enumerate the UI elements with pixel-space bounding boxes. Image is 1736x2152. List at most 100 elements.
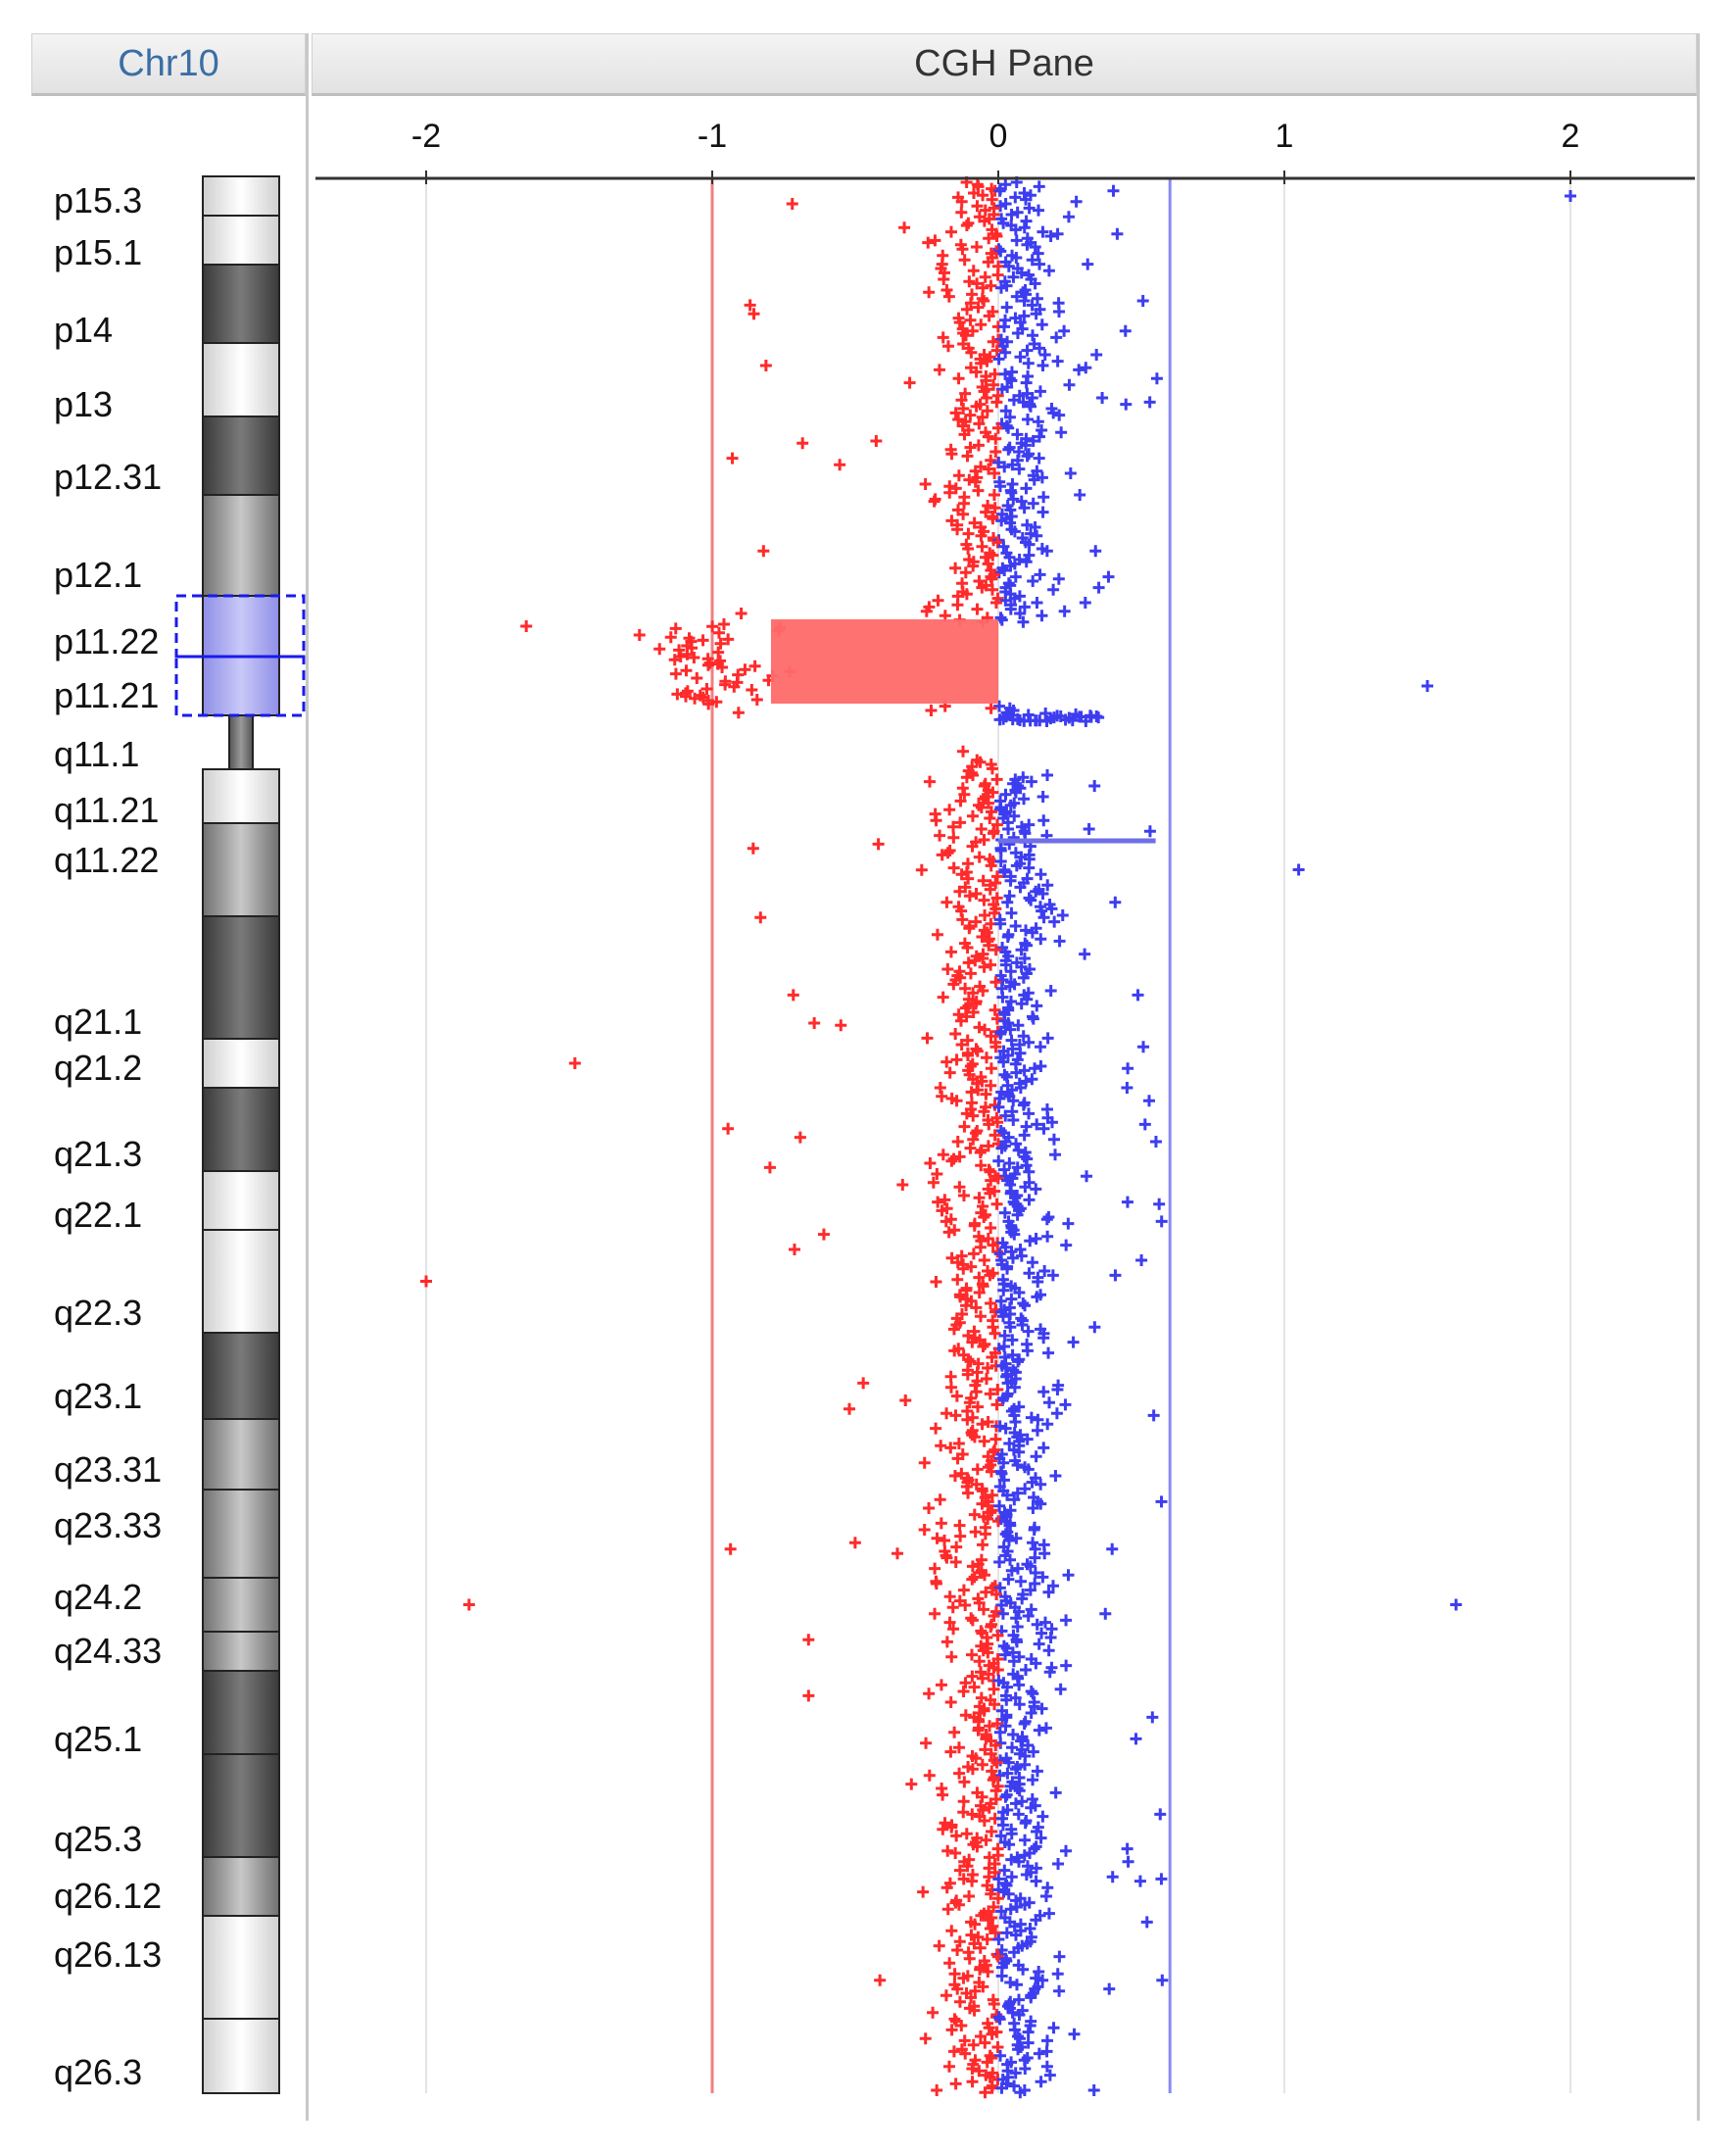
data-point bbox=[1019, 1181, 1032, 1194]
data-point bbox=[1006, 1334, 1019, 1346]
data-point bbox=[1003, 372, 1016, 385]
data-point bbox=[1120, 398, 1133, 411]
data-point bbox=[1041, 1230, 1054, 1243]
data-point bbox=[949, 407, 962, 419]
data-point bbox=[972, 1724, 985, 1736]
data-point bbox=[1002, 421, 1015, 434]
data-point bbox=[929, 1607, 941, 1620]
data-point bbox=[990, 230, 1003, 242]
data-point bbox=[1089, 545, 1102, 558]
data-point bbox=[1010, 252, 1023, 264]
data-point bbox=[978, 834, 990, 846]
data-point bbox=[948, 1470, 961, 1482]
data-point bbox=[970, 1752, 983, 1765]
data-point bbox=[1030, 1875, 1042, 1887]
data-point bbox=[1081, 1170, 1093, 1183]
data-point bbox=[974, 1310, 987, 1323]
band-label: q22.3 bbox=[54, 1293, 142, 1333]
data-point bbox=[1031, 529, 1043, 542]
data-point bbox=[669, 667, 682, 680]
data-point bbox=[1090, 349, 1103, 361]
data-point bbox=[1021, 414, 1034, 425]
data-point bbox=[1010, 1929, 1022, 1941]
data-point bbox=[943, 1957, 956, 1970]
data-point bbox=[966, 1614, 979, 1627]
data-point bbox=[1062, 1217, 1075, 1230]
data-point bbox=[950, 1053, 963, 1066]
data-point bbox=[1040, 2060, 1053, 2073]
data-point bbox=[984, 1720, 996, 1733]
data-point bbox=[993, 184, 1006, 197]
data-point bbox=[1015, 998, 1028, 1010]
data-point bbox=[1004, 1519, 1017, 1532]
data-point bbox=[922, 236, 935, 249]
data-point bbox=[1053, 935, 1066, 948]
data-point bbox=[1000, 301, 1013, 314]
data-point bbox=[979, 1528, 991, 1541]
data-point bbox=[1018, 793, 1031, 806]
chr-header[interactable]: Chr10 bbox=[31, 33, 306, 96]
data-point bbox=[964, 314, 977, 326]
data-point bbox=[993, 1726, 1006, 1738]
data-point bbox=[1035, 933, 1047, 946]
data-point bbox=[1038, 1265, 1051, 1277]
data-point bbox=[1015, 960, 1028, 973]
data-point bbox=[1006, 1251, 1019, 1264]
data-point bbox=[985, 1297, 997, 1309]
data-point bbox=[1049, 1786, 1062, 1799]
cgh-pane-header[interactable]: CGH Pane bbox=[312, 33, 1697, 96]
band-label: q23.31 bbox=[54, 1449, 162, 1490]
data-point bbox=[980, 551, 992, 563]
data-point bbox=[964, 409, 977, 421]
data-point bbox=[965, 1260, 978, 1273]
data-point bbox=[1009, 2067, 1022, 2079]
data-point bbox=[802, 1634, 815, 1646]
data-point bbox=[990, 396, 1003, 409]
data-point bbox=[945, 1650, 958, 1663]
data-point bbox=[958, 428, 971, 441]
data-point bbox=[985, 1062, 997, 1075]
data-point bbox=[965, 346, 978, 359]
data-point bbox=[1102, 570, 1115, 583]
data-point bbox=[982, 256, 994, 269]
data-point bbox=[1015, 495, 1028, 508]
data-point bbox=[747, 842, 759, 855]
data-point bbox=[1009, 570, 1022, 583]
data-point bbox=[1016, 1592, 1029, 1605]
data-point bbox=[959, 1709, 972, 1722]
data-point bbox=[958, 1120, 971, 1133]
data-point bbox=[1004, 799, 1017, 811]
data-point bbox=[1000, 1642, 1013, 1654]
data-point bbox=[1147, 1409, 1160, 1422]
data-point bbox=[1026, 1256, 1038, 1269]
data-point bbox=[1037, 506, 1049, 518]
data-point bbox=[1062, 211, 1075, 223]
data-point bbox=[1015, 1249, 1028, 1262]
data-point bbox=[981, 405, 993, 417]
data-point bbox=[1006, 2006, 1019, 2019]
data-point bbox=[1036, 610, 1048, 622]
data-point bbox=[1030, 1914, 1042, 1927]
data-point bbox=[994, 917, 1007, 930]
data-point bbox=[941, 847, 954, 859]
data-point bbox=[956, 243, 969, 256]
data-point bbox=[948, 1345, 961, 1357]
data-point bbox=[992, 353, 1005, 366]
data-point bbox=[973, 851, 986, 863]
data-point bbox=[1050, 331, 1063, 344]
data-point bbox=[956, 913, 969, 926]
data-point bbox=[1023, 818, 1036, 831]
data-point bbox=[1038, 1547, 1051, 1560]
data-point bbox=[997, 1284, 1010, 1296]
data-point bbox=[965, 1612, 978, 1625]
data-point bbox=[796, 437, 809, 450]
data-point bbox=[978, 295, 990, 307]
data-point bbox=[633, 629, 646, 641]
data-point bbox=[1019, 937, 1032, 950]
data-point bbox=[993, 2013, 1006, 2026]
data-point bbox=[732, 707, 745, 719]
data-point bbox=[1010, 290, 1023, 303]
data-point bbox=[957, 745, 970, 758]
data-point bbox=[969, 1984, 982, 1997]
data-point bbox=[975, 802, 988, 813]
